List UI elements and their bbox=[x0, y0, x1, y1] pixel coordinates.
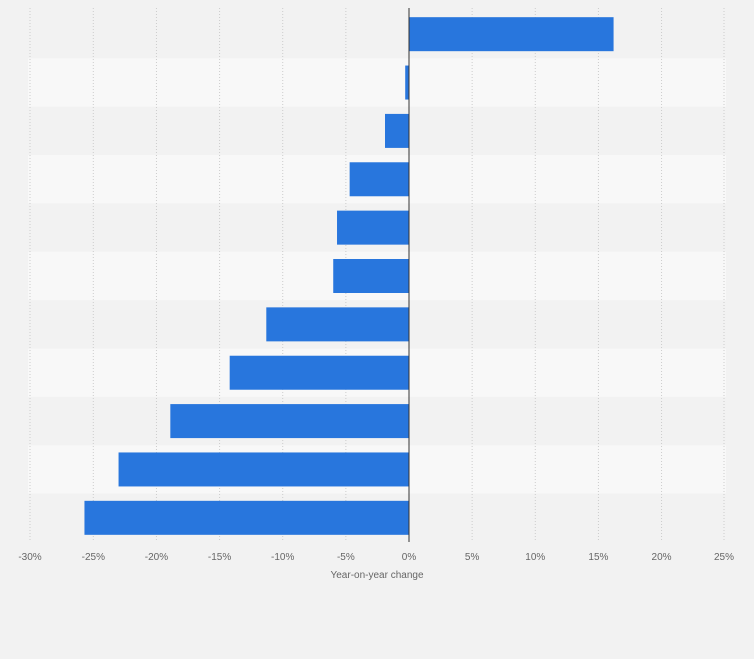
bar[interactable] bbox=[337, 210, 409, 245]
row-band bbox=[28, 10, 726, 59]
bars bbox=[84, 17, 614, 535]
x-tick-label: -25% bbox=[82, 552, 105, 563]
x-tick-label: -5% bbox=[337, 552, 355, 563]
x-tick-label: 10% bbox=[525, 552, 545, 563]
x-axis-title: Year-on-year change bbox=[330, 570, 423, 581]
bar[interactable] bbox=[349, 162, 409, 197]
x-tick-label: -30% bbox=[18, 552, 41, 563]
row-band bbox=[28, 106, 726, 156]
x-tick-label: 20% bbox=[652, 552, 672, 563]
x-tick-label: -10% bbox=[271, 552, 294, 563]
bar[interactable] bbox=[409, 17, 614, 52]
bar[interactable] bbox=[118, 452, 410, 487]
x-tick-label: 0% bbox=[402, 552, 417, 563]
x-tick-label: -20% bbox=[145, 552, 168, 563]
bar[interactable] bbox=[229, 355, 409, 390]
x-axis-ticks: -30% -25% -20% -15% -10% -5% 0% 5% 10% 15% 20% 25% bbox=[18, 552, 734, 563]
bar[interactable] bbox=[170, 404, 409, 439]
x-tick-label: 25% bbox=[714, 552, 734, 563]
x-tick-label: 15% bbox=[588, 552, 608, 563]
x-tick-label: -15% bbox=[208, 552, 231, 563]
row-band bbox=[28, 58, 726, 107]
bar[interactable] bbox=[84, 500, 409, 535]
bar[interactable] bbox=[385, 113, 409, 148]
bar[interactable] bbox=[266, 307, 409, 342]
x-tick-label: 5% bbox=[465, 552, 480, 563]
bar[interactable] bbox=[333, 259, 409, 293]
bar[interactable] bbox=[405, 65, 409, 100]
